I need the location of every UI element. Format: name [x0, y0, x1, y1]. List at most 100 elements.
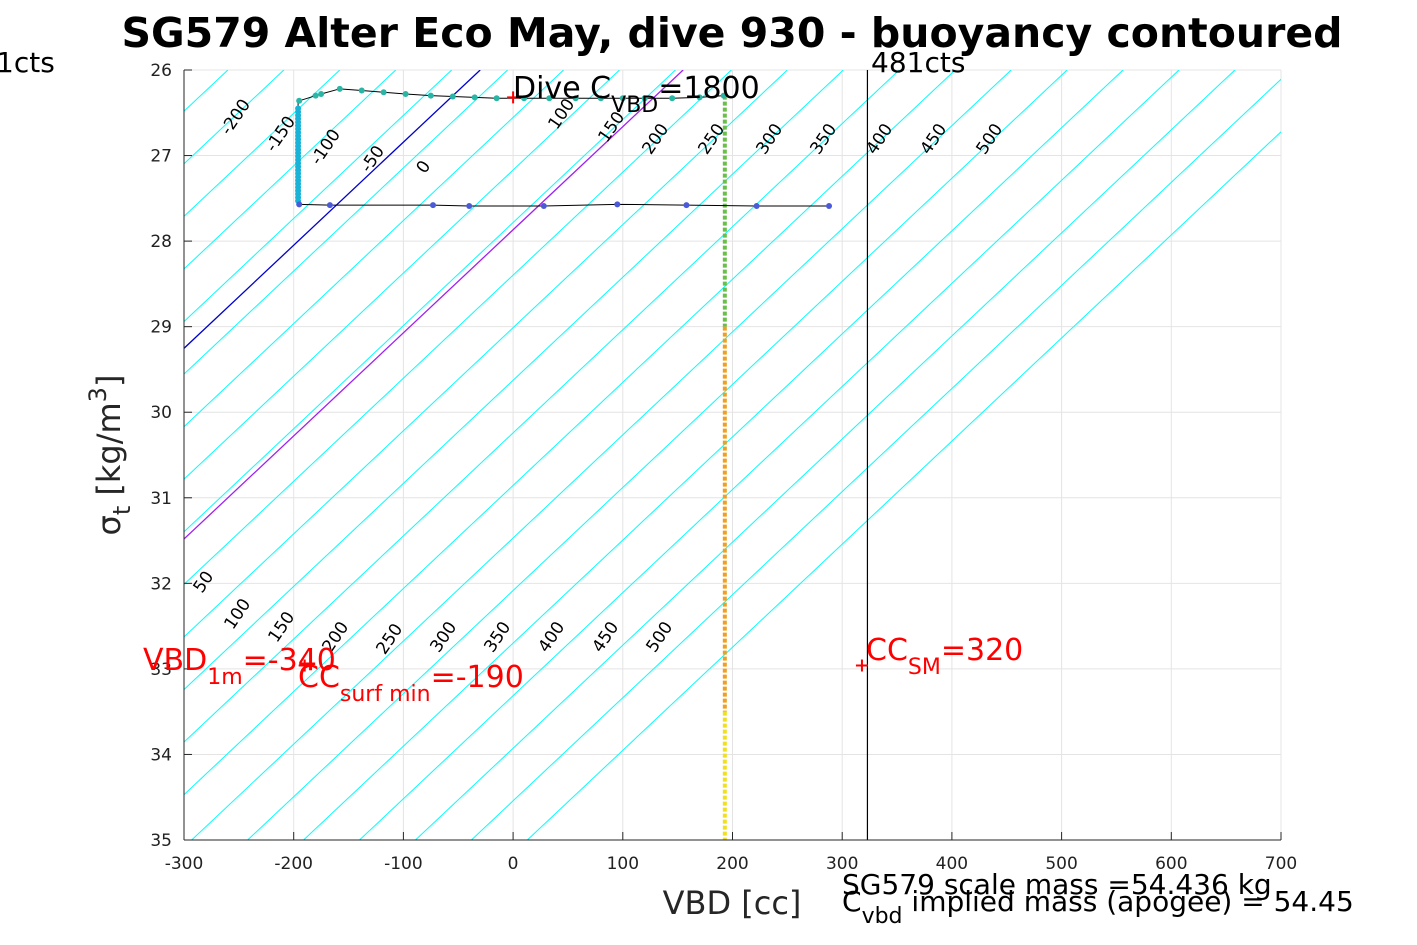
cc-surf-min-label: CCsurf min=-190 [298, 660, 524, 707]
y-tick-label: 35 [150, 831, 172, 851]
cyan-contour-line [184, 70, 508, 375]
contour-label: -100 [307, 126, 345, 169]
cyan-contour-line [415, 70, 1236, 840]
profile-point [521, 95, 528, 102]
left-cts-label: 1cts [0, 46, 55, 79]
grid [183, 69, 1282, 841]
cyan-contour-line [184, 70, 844, 691]
cyan-contour-line [184, 70, 732, 586]
cyan-contour-line [359, 70, 1180, 840]
contour-label: 250 [372, 620, 407, 658]
profile-point [696, 94, 703, 101]
cyan-contour-line [184, 70, 564, 428]
profile-point [540, 203, 547, 210]
y-label-sub: t [108, 506, 136, 515]
cyan-contour-line [184, 70, 956, 796]
y-axis-label: σt [kg/m3] [84, 375, 136, 536]
profile-point [449, 93, 456, 100]
ccsurf-sub: surf min [340, 682, 431, 707]
cyan-contour-line [184, 70, 397, 270]
dive-cvbd-label: Dive CVBD=1800 [513, 71, 760, 118]
contour-label: 300 [752, 120, 787, 158]
profile-point [683, 202, 690, 209]
chart-title: SG579 Alter Eco May, dive 930 - buoyancy… [121, 9, 1342, 57]
contour-label: 50 [190, 568, 219, 597]
cyan-contour-line [0, 70, 60, 840]
profile-point [430, 202, 437, 209]
y-tick-label: 32 [150, 574, 172, 594]
y-tick-label: 29 [150, 318, 172, 338]
contour-label: 350 [480, 618, 515, 656]
profile-point [720, 92, 727, 99]
cyan-contour-line [0, 70, 4, 840]
x-tick-label: 200 [716, 854, 748, 874]
profile-point [826, 203, 833, 210]
dive-c-value: =1800 [658, 71, 759, 106]
implied-prefix: C [842, 885, 862, 918]
y-label-sigma: σ [90, 515, 128, 535]
implied-value: implied mass (apogee) = 54.45 [903, 885, 1354, 918]
dive-profile [295, 70, 869, 840]
vbd1m-value: =-340 [243, 643, 336, 678]
scale-mass-label: SG579 scale mass =54.436 kg [842, 868, 1272, 901]
y-tick-label: 28 [150, 232, 172, 252]
ccsm-prefix: CC [866, 633, 908, 668]
x-tick-label: 100 [607, 854, 639, 874]
x-tick-labels: -300 -200 -100 0 100 200 300 400 500 600 700 [165, 854, 1298, 874]
cyan-contour-line [0, 70, 172, 840]
profile-point [466, 203, 473, 210]
x-tick-label: 300 [826, 854, 858, 874]
profile-point [669, 95, 676, 102]
zero-contour-label: 0 [413, 157, 436, 177]
profile-point [427, 92, 434, 99]
y-tick-label: 30 [150, 403, 172, 423]
x-tick-label: 700 [1265, 854, 1297, 874]
profile-point [471, 94, 478, 101]
cyan-contour-line [191, 70, 1012, 840]
dive-c-sub: VBD [611, 93, 658, 118]
y-tick-label: 33 [150, 660, 172, 680]
implied-mass-label: Cvbd implied mass (apogee) = 54.45 [842, 885, 1354, 929]
axes [183, 69, 1282, 841]
ccsurf-value: =-190 [431, 660, 524, 695]
cyan-contour-line [184, 70, 620, 480]
x-tick-label: -200 [274, 854, 313, 874]
contour-label: 450 [588, 618, 623, 656]
profile-point [380, 89, 387, 96]
contour-label: 400 [534, 618, 569, 656]
x-tick-label: 600 [1155, 854, 1187, 874]
profile-point [597, 95, 604, 102]
profile-point [296, 201, 303, 208]
y-tick-label: 27 [150, 147, 172, 167]
x-tick-label: -100 [384, 854, 423, 874]
cyan-contour-line [247, 70, 1068, 840]
cyan-contour-line [184, 70, 788, 638]
cyan-contour-line [184, 70, 453, 323]
buoyancy-contours [0, 70, 1281, 840]
cyan-contour-line [184, 70, 285, 165]
contour-label: -150 [262, 113, 300, 156]
profile-point [318, 90, 325, 97]
profile-point [402, 90, 409, 97]
red-marker [298, 659, 311, 672]
profile-point [572, 95, 579, 102]
cyan-contour-line [527, 131, 1281, 840]
profile-point [619, 95, 626, 102]
profile-point [614, 201, 621, 208]
y-tick-label: 26 [150, 61, 172, 81]
y-label-unit: [kg/m [90, 402, 128, 505]
contour-label: 450 [916, 120, 951, 158]
y-label-sup: 3 [84, 387, 112, 402]
profile-lower-line [299, 203, 830, 207]
contour-label: 300 [426, 618, 461, 656]
y-tick-labels: 26 27 28 29 30 31 32 33 34 35 [150, 61, 172, 851]
vbd-1m-label: VBD1m=-340 [143, 643, 336, 690]
right-cts-label: 481cts [871, 46, 965, 79]
y-tick-label: 34 [150, 745, 172, 765]
y-tick-label: 31 [150, 489, 172, 509]
ccsm-value: =320 [941, 633, 1023, 668]
dive-c-prefix: Dive C [513, 71, 611, 106]
contour-label: 500 [642, 618, 677, 656]
cyan-contour-line [303, 70, 1124, 840]
